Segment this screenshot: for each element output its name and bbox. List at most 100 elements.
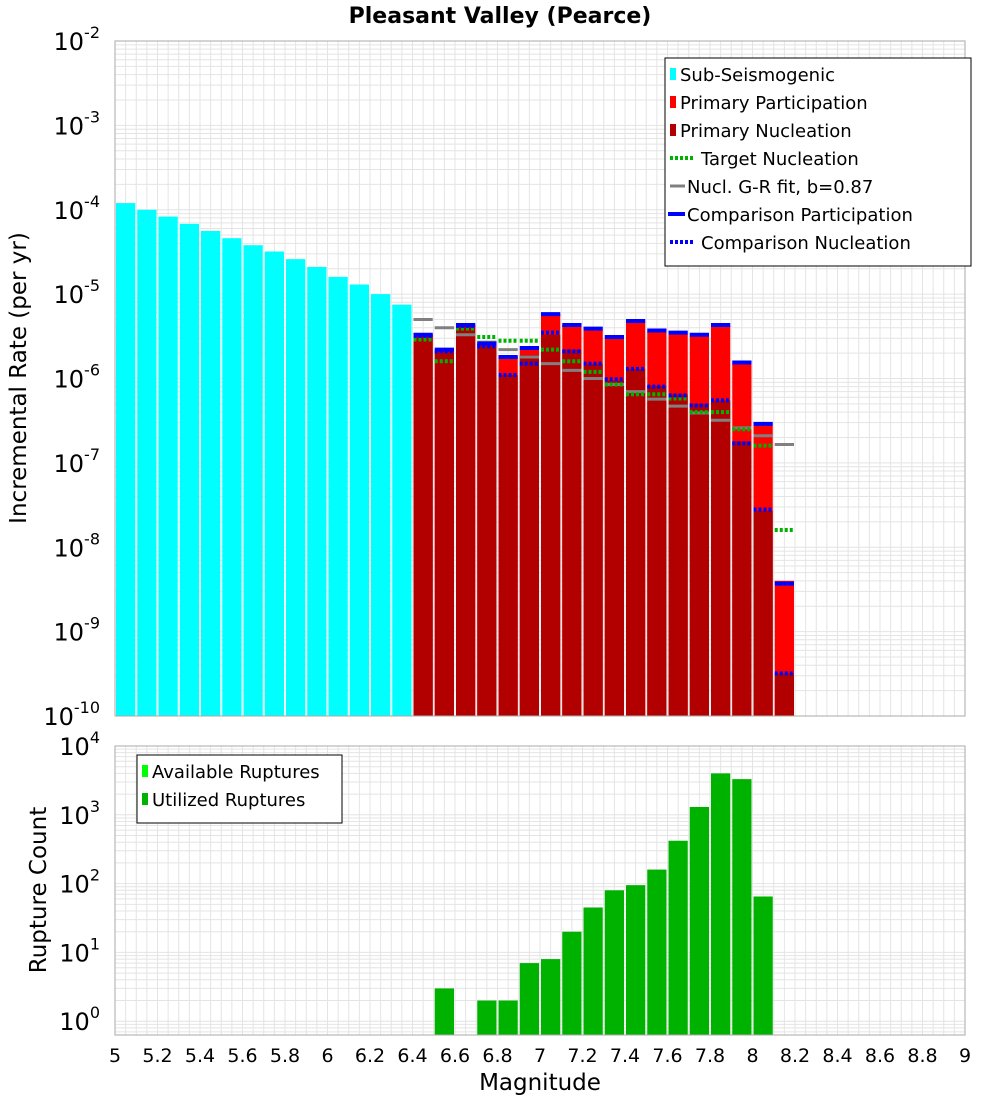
rate-legend-entry: Comparison Participation [687,205,913,226]
count-plot-frame [114,745,966,1036]
rate-y-tick-base: 10 [54,112,85,140]
sub-seismogenic-bar [349,284,369,716]
sub-seismogenic-bar [158,216,178,716]
rate-legend-entry: Comparison Nucleation [701,233,911,254]
count-y-tick-exp: 2 [90,866,100,885]
rate-plot-bars [116,203,794,717]
rate-y-tick-label: 10-6 [54,361,101,394]
count-legend-box [136,754,343,824]
count-y-tick-label: 103 [59,797,100,830]
primary-nucleation-bar [413,334,433,716]
rate-y-tick-base: 10 [54,619,85,647]
rate-y-tick-base: 10 [43,703,74,731]
sub-seismogenic-bar [179,223,199,716]
x-tick-label: 8.8 [907,1045,937,1067]
x-tick-label: 6.6 [440,1045,470,1067]
rate-y-tick-exp: -3 [84,107,100,126]
x-tick-label: 5.4 [185,1045,215,1067]
sub-seismogenic-bar [116,203,136,716]
utilized-ruptures-bar [477,1000,497,1035]
rate-legend-entry: Target Nucleation [700,149,859,170]
primary-nucleation-bar [732,441,752,716]
rate-y-tick-label: 10-4 [54,192,101,225]
utilized-ruptures-bar [498,1000,518,1035]
sub-seismogenic-bar [371,294,391,716]
primary-nucleation-bar [562,349,582,716]
primary-nucleation-bar [434,351,454,716]
utilized-ruptures-bar [562,931,582,1035]
x-axis-ticks: 5 5.2 5.4 5.6 5.8 6 6.2 6.4 6.6 6.8 7 7.2 7.4 7.6 7.8 8… [109,1045,971,1067]
rate-plot-lines [413,312,794,676]
x-tick-label: 8.4 [822,1045,852,1067]
utilized-ruptures-bar [711,773,731,1035]
primary-nucleation-bar [583,363,603,716]
rate-legend-swatch [670,68,676,80]
primary-nucleation-bar [774,673,794,716]
count-y-axis-label: Rupture Count [26,807,52,973]
x-tick-label: 6 [321,1045,333,1067]
count-legend: Available Ruptures Utilized Ruptures [136,754,343,824]
rate-y-tick-exp: -2 [84,23,100,42]
count-legend-entry: Utilized Ruptures [152,790,305,811]
utilized-ruptures-bar [604,890,624,1035]
count-legend-swatch [142,765,148,777]
primary-nucleation-bar [604,380,624,716]
primary-nucleation-bar [647,385,667,716]
utilized-ruptures-bar [583,907,603,1035]
rate-y-tick-label: 10-5 [54,276,101,309]
primary-nucleation-bar [498,375,518,716]
x-tick-label: 7.6 [652,1045,682,1067]
utilized-ruptures-bar [732,779,752,1035]
count-y-tick-base: 10 [59,1008,90,1036]
count-legend-swatch [142,793,148,805]
x-tick-label: 6.8 [482,1045,512,1067]
count-y-tick-label: 104 [59,728,100,761]
rate-legend-box [664,57,972,267]
chart-title: Pleasant Valley (Pearce) [349,4,652,29]
x-axis-label: Magnitude [479,1070,601,1096]
primary-nucleation-bar [711,400,731,716]
x-tick-label: 8.2 [780,1045,810,1067]
rate-y-tick-base: 10 [54,534,85,562]
x-tick-label: 5.6 [227,1045,257,1067]
x-tick-label: 6.4 [397,1045,427,1067]
utilized-ruptures-bar [519,963,539,1035]
count-y-tick-exp: 1 [90,934,100,953]
x-tick-label: 7.2 [567,1045,597,1067]
rate-legend-entry: Sub-Seismogenic [680,65,835,86]
rate-y-tick-label: 10-8 [54,529,101,562]
rate-y-tick-base: 10 [54,28,85,56]
rate-legend-swatch [670,124,676,136]
count-y-tick-label: 101 [59,934,100,967]
rate-y-tick-exp: -9 [84,614,100,633]
sub-seismogenic-bar [328,276,348,716]
primary-nucleation-bar [477,343,497,716]
rate-plot: 10-210-310-410-510-610-710-810-910-10 In… [6,23,972,731]
rate-plot-grid [114,41,966,717]
count-y-tick-base: 10 [59,939,90,967]
rate-y-tick-base: 10 [54,281,85,309]
rate-y-tick-exp: -7 [84,445,100,464]
utilized-ruptures-bar [668,840,688,1035]
rate-y-tick-exp: -6 [84,361,100,380]
count-y-tick-base: 10 [59,871,90,899]
rate-y-tick-label: 10-7 [54,445,101,478]
utilized-ruptures-bar [689,806,709,1035]
utilized-ruptures-bar [647,869,667,1035]
rate-y-tick-exp: -8 [84,529,100,548]
x-tick-label: 7.8 [695,1045,725,1067]
primary-nucleation-bar [753,510,773,716]
utilized-ruptures-bar [753,896,773,1035]
rate-y-tick-label: 10-10 [43,698,100,731]
rate-plot-y-ticks: 10-210-310-410-510-610-710-810-910-10 [43,23,100,731]
x-tick-label: 7 [534,1045,546,1067]
utilized-ruptures-bar [541,959,561,1035]
x-tick-label: 5 [109,1045,121,1067]
rate-legend-entry: Primary Nucleation [680,121,852,142]
sub-seismogenic-bar [137,209,157,716]
primary-nucleation-bar [689,403,709,716]
rate-legend-entry: Primary Participation [680,93,868,114]
